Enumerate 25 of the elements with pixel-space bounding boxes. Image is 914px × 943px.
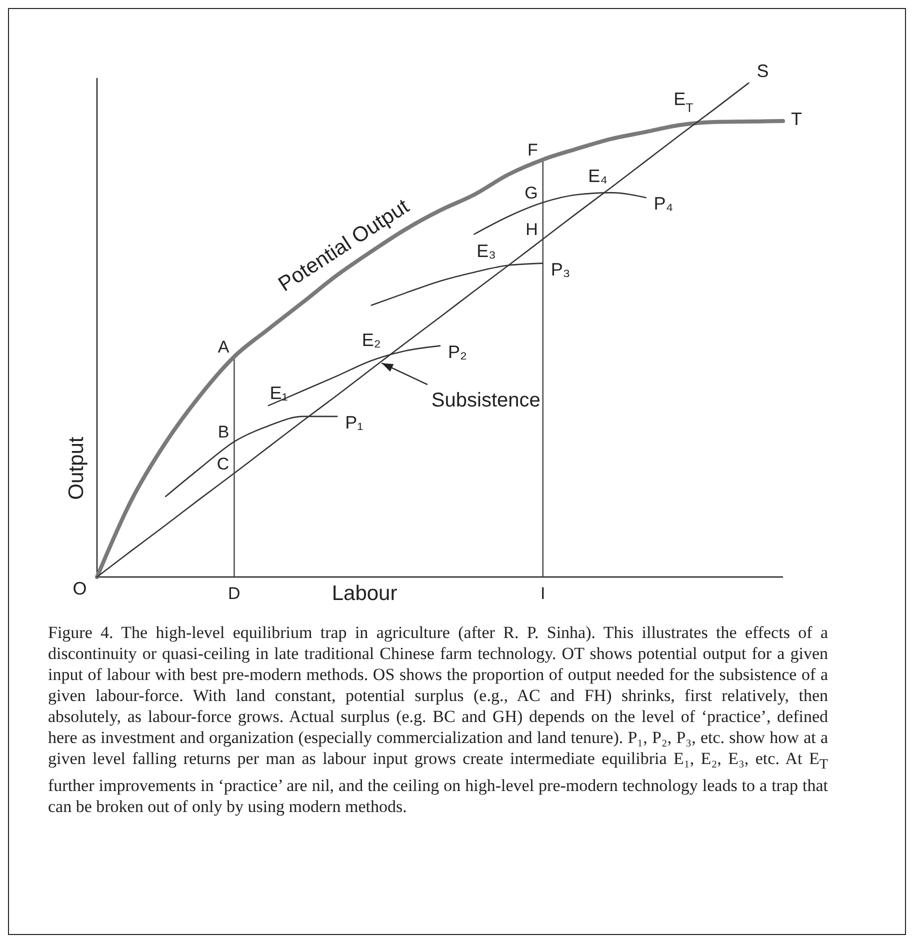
text: T	[791, 109, 802, 130]
annotation: E₁	[270, 383, 288, 404]
annotation: G	[524, 184, 538, 203]
series-label: P₁	[345, 412, 364, 432]
series-label: S	[756, 61, 769, 81]
annotation: A	[218, 338, 230, 357]
annotation: Subsistence	[431, 390, 540, 412]
annotation: F	[528, 140, 538, 160]
annotation: B	[218, 422, 230, 442]
text: E	[674, 89, 686, 110]
annotation: H	[526, 220, 538, 240]
x-tick-label: D	[228, 584, 240, 603]
series-label: T	[686, 101, 694, 116]
series-label: P₃	[550, 259, 570, 280]
text: Figure 4. The high-level equilibrium trap in agriculture (after R. P. Sinha). This illustrates the effects of a discontinuity or quasi-ceiling in late traditional Chinese farm technology. OT shows potential output for a given input of labour with best pre-modern methods. OS shows the proportion of output needed for the subsistence of a given labour-force. With land constant, potential surplus (e.g., AC and FH) shrinks, first relatively, then absolutely, as labour-force grows. Actual surplus (e.g. BC and GH) depends on the level of ‘practice’, defined here as investment and organization (especially commercialization and land tenure). P₁, P₂, P₃, etc. show how at a given level falling returns per man as labour input grows create intermediate equilibria E₁, E₂, E₃, etc. At E$_{T}$ further improvements in ‘practice’ are nil, and the ceiling on high-level pre-modern technology leads to a trap that can be broken out of only by using modern methods.	[48, 623, 828, 816]
annotation: E₄	[588, 166, 608, 186]
series-label: P₂	[448, 342, 468, 362]
y-axis-title: Output	[65, 436, 88, 500]
x-axis-title: Labour	[332, 582, 398, 605]
annotation: E₃	[476, 240, 496, 261]
text: O	[72, 578, 87, 598]
annotation: E₂	[362, 330, 381, 350]
series-label: P₄	[654, 194, 674, 214]
x-tick-label: I	[540, 584, 546, 603]
annotation: C	[216, 454, 230, 474]
